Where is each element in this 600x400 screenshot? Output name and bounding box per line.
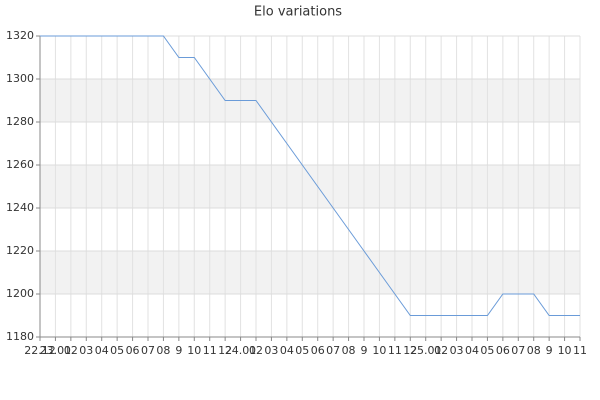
x-tick-label: 02	[249, 344, 263, 357]
x-tick-label: 08	[527, 344, 541, 357]
y-tick-label: 1220	[6, 244, 34, 257]
x-tick-label: 05	[480, 344, 494, 357]
x-tick-label: 06	[496, 344, 510, 357]
x-tick-label: 03	[264, 344, 278, 357]
x-tick-label: 22.12	[24, 344, 56, 357]
y-tick-label: 1240	[6, 201, 34, 214]
x-tick-label: 07	[141, 344, 155, 357]
x-tick-label: 9	[361, 344, 368, 357]
x-tick-label: 9	[546, 344, 553, 357]
x-tick-label: 25.01	[410, 344, 442, 357]
x-tick-label: 05	[295, 344, 309, 357]
x-tick-label: 06	[126, 344, 140, 357]
x-tick-label: 03	[79, 344, 93, 357]
y-tick-label: 1320	[6, 29, 34, 42]
grid-band	[40, 165, 580, 208]
x-tick-label: 05	[110, 344, 124, 357]
x-tick-label: 02	[64, 344, 78, 357]
x-tick-label: 02	[434, 344, 448, 357]
x-tick-label: 23.01	[40, 344, 72, 357]
x-tick-label: 11	[203, 344, 217, 357]
x-tick-label: 12	[218, 344, 232, 357]
x-tick-label: 06	[311, 344, 325, 357]
x-tick-label: 11	[388, 344, 402, 357]
x-tick-label: 10	[372, 344, 386, 357]
x-tick-label: 04	[95, 344, 109, 357]
x-tick-label: 11	[573, 344, 587, 357]
x-tick-label: 9	[175, 344, 182, 357]
grid-band	[40, 251, 580, 294]
x-tick-label: 03	[450, 344, 464, 357]
chart-title: Elo variations	[254, 5, 342, 20]
y-tick-label: 1180	[6, 330, 34, 343]
y-tick-label: 1300	[6, 72, 34, 85]
x-tick-label: 12	[403, 344, 417, 357]
x-tick-label: 04	[465, 344, 479, 357]
y-tick-label: 1260	[6, 158, 34, 171]
x-tick-label: 04	[280, 344, 294, 357]
x-tick-label: 10	[558, 344, 572, 357]
x-tick-label: 08	[342, 344, 356, 357]
x-tick-label: 10	[187, 344, 201, 357]
y-tick-label: 1200	[6, 287, 34, 300]
x-tick-label: 08	[156, 344, 170, 357]
x-tick-label: 07	[511, 344, 525, 357]
x-tick-label: 24.01	[225, 344, 257, 357]
y-tick-label: 1280	[6, 115, 34, 128]
line	[40, 35, 580, 316]
grid-band	[40, 79, 580, 122]
x-tick-label: 07	[326, 344, 340, 357]
